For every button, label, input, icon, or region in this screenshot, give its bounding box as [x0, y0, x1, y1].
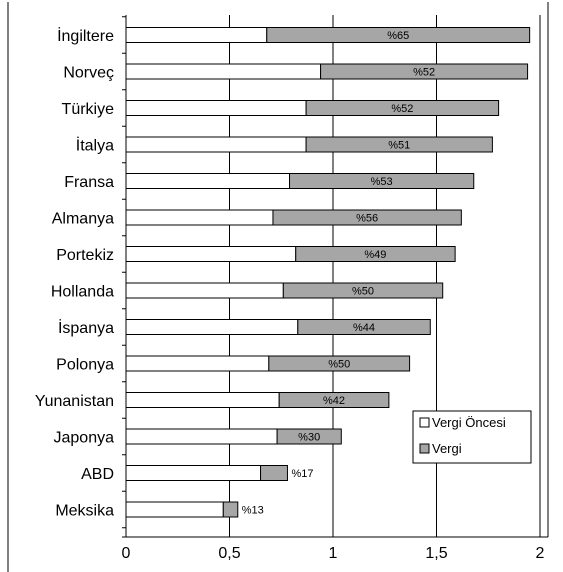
category-label: Yunanistan	[35, 393, 114, 410]
bar-tax	[272, 209, 462, 226]
category-label: İngiltere	[57, 26, 114, 45]
x-tick-label: 0	[122, 545, 131, 562]
category-label: Fransa	[64, 174, 114, 191]
data-label: %65	[387, 30, 409, 42]
data-label: %53	[371, 176, 393, 188]
plot-frame	[7, 2, 549, 572]
data-label: %30	[298, 432, 320, 444]
data-label: %56	[356, 213, 378, 225]
bar-tax	[289, 173, 475, 189]
x-tick-label: 1,5	[425, 545, 447, 562]
bar-pre-tax	[125, 282, 284, 299]
legend-box	[412, 410, 532, 464]
bar-pre-tax	[125, 63, 322, 80]
category-label: Norveç	[63, 65, 114, 82]
category-label: Almanya	[52, 211, 114, 228]
bar-tax	[260, 465, 288, 481]
bar-tax	[295, 246, 456, 262]
bar-pre-tax	[125, 501, 224, 518]
bar-pre-tax	[125, 465, 262, 481]
bar-tax	[297, 319, 431, 335]
bar-tax	[282, 282, 444, 299]
category-label: Meksika	[55, 503, 114, 520]
data-label: %49	[364, 249, 386, 261]
data-label: %50	[352, 286, 374, 298]
x-tick-label: 1	[329, 545, 338, 562]
bar-tax	[305, 136, 493, 153]
legend-swatch-tax	[419, 443, 430, 454]
category-labels: İngiltere Norveç Türkiye İtalya Fransa Almany…	[35, 26, 114, 520]
bar-pre-tax	[125, 319, 299, 335]
data-label: %17	[291, 468, 313, 480]
bar-pre-tax	[125, 100, 307, 116]
category-label: ABD	[81, 466, 114, 483]
bar-tax	[222, 501, 239, 518]
data-labels: %65 %52 %52 %51 %53 %56 %49 %50 %44 %50 %42 %30 %17%…	[242, 30, 435, 517]
bar-pre-tax	[125, 209, 274, 226]
data-label: %52	[413, 67, 435, 79]
data-label: %42	[323, 395, 345, 407]
x-tick-label: 0,5	[218, 545, 240, 562]
category-label: İspanya	[58, 318, 114, 337]
category-label: İtalya	[76, 136, 114, 155]
bar-pre-tax	[125, 246, 297, 262]
bar-tax	[268, 355, 411, 372]
category-label: Türkiye	[62, 101, 115, 118]
bar-tax	[320, 63, 529, 80]
legend: Vergi Öncesi Vergi	[412, 410, 532, 464]
bar-tax	[278, 392, 390, 408]
category-label: Hollanda	[51, 284, 114, 301]
data-label: %51	[388, 140, 410, 152]
x-tick-labels: 0 0,5 1 1,5 2	[122, 545, 545, 562]
bar-pre-tax	[125, 27, 268, 43]
x-tick-label: 2	[536, 545, 545, 562]
bars	[125, 27, 531, 518]
bar-tax	[305, 100, 500, 116]
category-label: Japonya	[54, 430, 115, 447]
data-label: %50	[328, 359, 350, 371]
bar-pre-tax	[125, 136, 307, 153]
bar-pre-tax	[125, 392, 280, 408]
bar-pre-tax	[125, 355, 270, 372]
category-label: Polonya	[56, 357, 114, 374]
legend-label-pre-tax: Vergi Öncesi	[432, 415, 506, 430]
category-label: Portekiz	[56, 247, 114, 264]
bar-tax	[276, 428, 342, 445]
legend-label-tax: Vergi	[432, 441, 462, 456]
data-label: %52	[391, 103, 413, 115]
data-label: %44	[353, 322, 375, 334]
bar-pre-tax	[125, 173, 291, 189]
data-label: %13	[242, 505, 264, 517]
bar-tax	[266, 27, 531, 43]
bar-pre-tax	[125, 428, 278, 445]
legend-swatch-pre-tax	[419, 417, 430, 428]
